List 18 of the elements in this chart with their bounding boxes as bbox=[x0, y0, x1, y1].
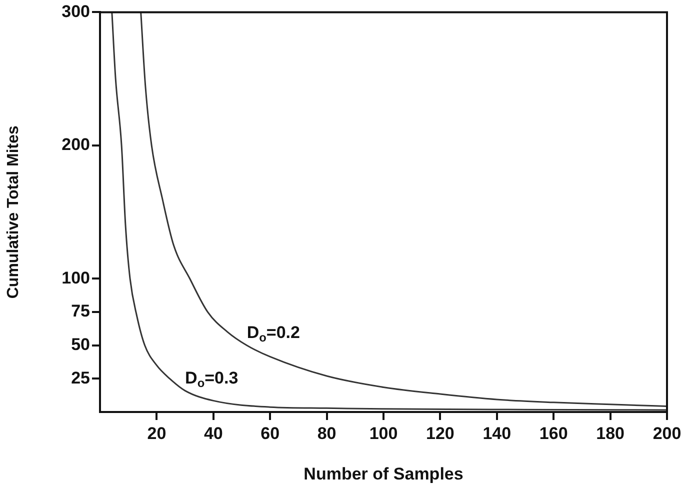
x-tick-label: 120 bbox=[426, 424, 454, 443]
x-tick-label: 200 bbox=[652, 424, 682, 443]
y-tick-label: 50 bbox=[71, 335, 90, 354]
y-tick-label: 300 bbox=[62, 2, 90, 21]
x-tick-label: 140 bbox=[482, 424, 512, 443]
x-axis-title: Number of Samples bbox=[304, 464, 464, 484]
x-tick-label: 60 bbox=[260, 424, 280, 443]
x-tick-label: 40 bbox=[204, 424, 223, 443]
x-tick-label: 100 bbox=[369, 424, 398, 443]
y-tick-label: 25 bbox=[71, 368, 90, 388]
y-tick-label: 100 bbox=[62, 268, 90, 288]
x-tick-label: 180 bbox=[596, 424, 624, 443]
x-tick-label: 20 bbox=[147, 424, 166, 443]
y-tick-label: 75 bbox=[71, 302, 90, 321]
x-tick-label: 80 bbox=[317, 424, 336, 443]
x-tick-label: 160 bbox=[539, 424, 568, 443]
y-axis-title: Cumulative Total Mites bbox=[5, 125, 22, 299]
y-tick-label: 200 bbox=[62, 135, 90, 154]
